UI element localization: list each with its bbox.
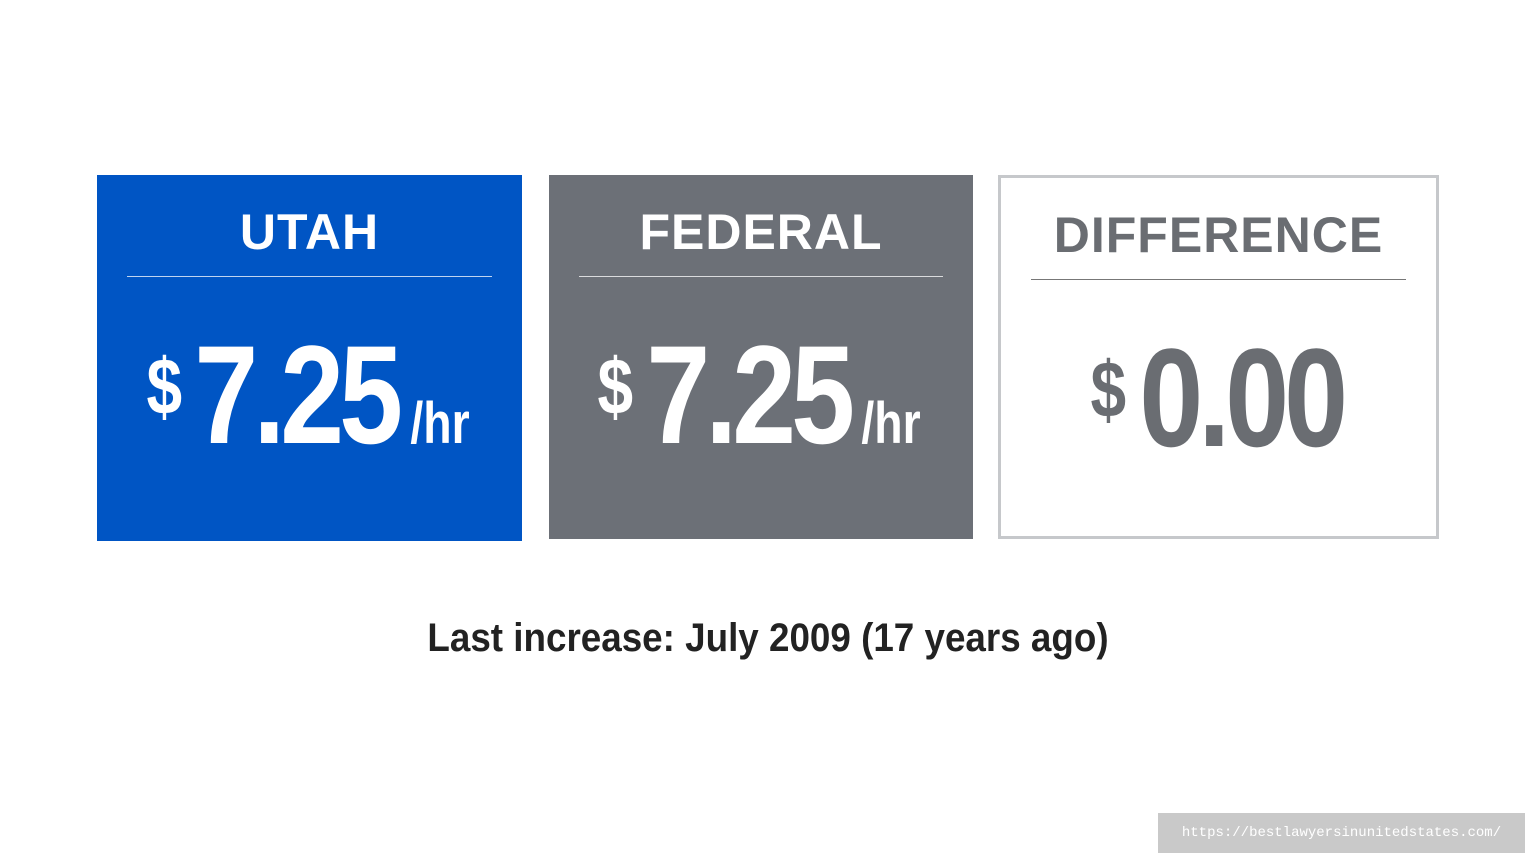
rate-value: $7.25/hr [549,325,973,465]
rate-card: UTAH $7.25/hr [97,175,522,541]
unit: /hr [861,391,922,456]
rate-card: FEDERAL $7.25/hr [549,175,973,539]
card-label: FEDERAL [639,204,883,260]
amount: 7.25 [646,316,855,473]
amount: 7.25 [194,316,404,473]
unit: /hr [410,391,470,456]
rate-value: $0.00 [1001,328,1436,468]
currency-symbol: $ [597,342,634,431]
card-label: DIFFERENCE [1053,207,1384,263]
rate-card: DIFFERENCE $0.00 [998,175,1439,539]
divider [1031,279,1406,280]
currency-symbol: $ [146,342,182,431]
rate-value: $7.25/hr [97,325,522,465]
divider [127,276,492,277]
footer-note: Last increase: July 2009 (17 years ago) [427,616,1109,660]
card-label: UTAH [239,204,380,260]
divider [579,276,943,277]
amount: 0.00 [1138,319,1348,476]
currency-symbol: $ [1090,345,1127,434]
watermark: https://bestlawyersinunitedstates.com/ [1158,813,1525,853]
